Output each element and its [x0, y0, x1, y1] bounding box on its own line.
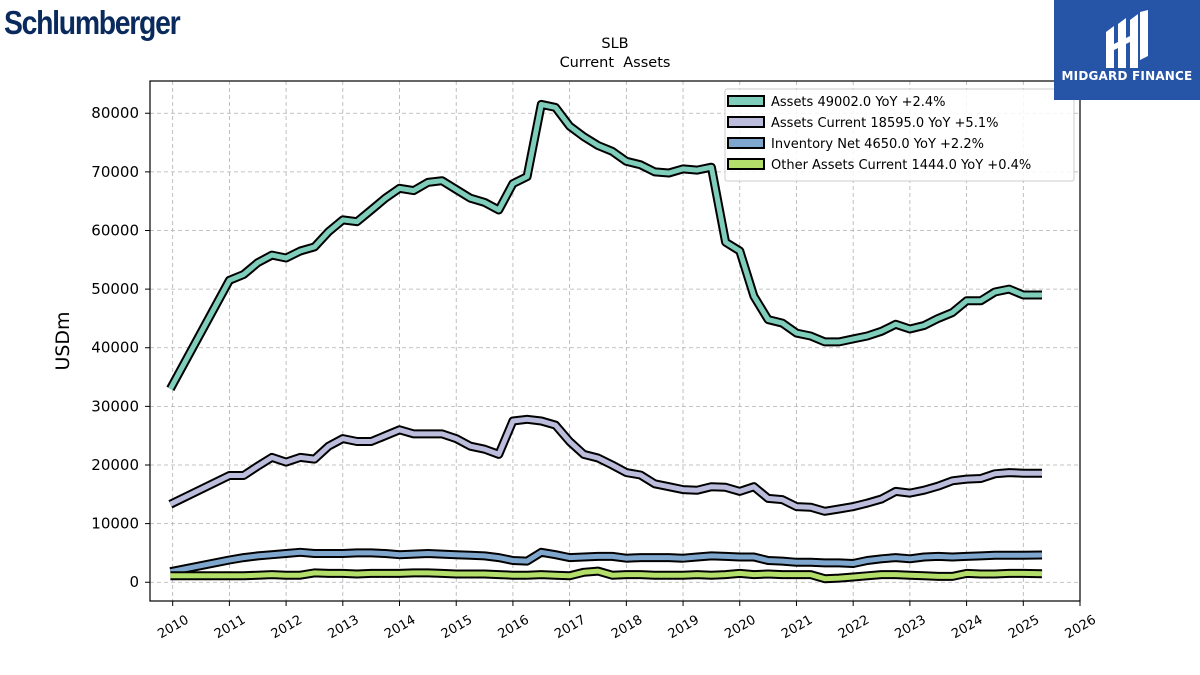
series-0: [166, 99, 1042, 391]
x-tick-label: 2013: [325, 613, 361, 643]
series-3: [170, 566, 1043, 584]
x-tick-label: 2010: [155, 613, 191, 643]
series-line: [170, 568, 1043, 582]
legend-label: Assets 49002.0 YoY +2.4%: [771, 95, 946, 110]
legend-label: Assets Current 18595.0 YoY +5.1%: [771, 116, 998, 131]
legend: Assets 49002.0 YoY +2.4% Assets Current 1…: [724, 88, 1075, 182]
brand-name: MIDGARD FINANCE: [1061, 69, 1193, 83]
legend-swatch: [727, 116, 765, 128]
chart-subtitle: Current Assets: [560, 55, 671, 71]
y-axis: 0 10000 20000 30000 40000 50000 60000 70000 8000…: [91, 104, 150, 591]
y-tick-label: 10000: [91, 515, 139, 533]
x-tick-label: 2018: [609, 613, 645, 643]
x-tick-label: 2017: [552, 613, 588, 643]
x-tick-label: 2020: [722, 613, 758, 643]
x-tick-label: 2025: [1006, 613, 1042, 643]
series-line: [169, 416, 1042, 514]
x-tick-label: 2024: [949, 613, 985, 643]
series-outline: [168, 414, 1042, 516]
y-axis-label: USDm: [52, 311, 74, 370]
series-2: [169, 547, 1043, 577]
legend-swatch: [727, 158, 765, 170]
x-tick-label: 2012: [269, 613, 305, 643]
y-tick-label: 50000: [91, 280, 139, 298]
plot-frame: [149, 80, 1081, 602]
x-tick-label: 2022: [836, 613, 872, 643]
x-tick-label: 2026: [1063, 613, 1099, 643]
series-1: [168, 414, 1042, 516]
y-tick-label: 60000: [91, 221, 139, 239]
x-tick-label: 2011: [212, 613, 248, 643]
series-line: [169, 549, 1043, 575]
y-tick-label: 40000: [91, 339, 139, 357]
x-tick-label: 2023: [893, 613, 929, 643]
legend-box: [724, 88, 1075, 182]
legend-label: Other Assets Current 1444.0 YoY +0.4%: [771, 158, 1031, 173]
legend-swatch: [727, 95, 765, 107]
brand-logo: MIDGARD FINANCE: [1054, 0, 1200, 100]
x-tick-label: 2021: [779, 613, 815, 643]
x-axis: 2010 2011 2012 2013 2014 2015 2016 2017 2018 2019…: [155, 601, 1099, 643]
brand-mark-icon: [1106, 10, 1148, 68]
y-tick-label: 20000: [91, 456, 139, 474]
x-tick-label: 2016: [496, 613, 532, 643]
y-tick-label: 70000: [91, 163, 139, 181]
x-tick-label: 2015: [439, 613, 475, 643]
y-tick-label: 0: [129, 573, 139, 591]
x-tick-label: 2014: [382, 613, 418, 643]
y-tick-label: 30000: [91, 397, 139, 415]
chart-title: SLB: [601, 36, 628, 52]
y-tick-label: 80000: [91, 104, 139, 122]
series-lines: [166, 99, 1043, 584]
legend-swatch: [727, 137, 765, 149]
legend-label: Inventory Net 4650.0 YoY +2.2%: [771, 137, 984, 152]
series-line: [168, 101, 1042, 390]
company-logo: Schlumberger: [4, 4, 181, 41]
x-tick-label: 2019: [666, 613, 702, 643]
